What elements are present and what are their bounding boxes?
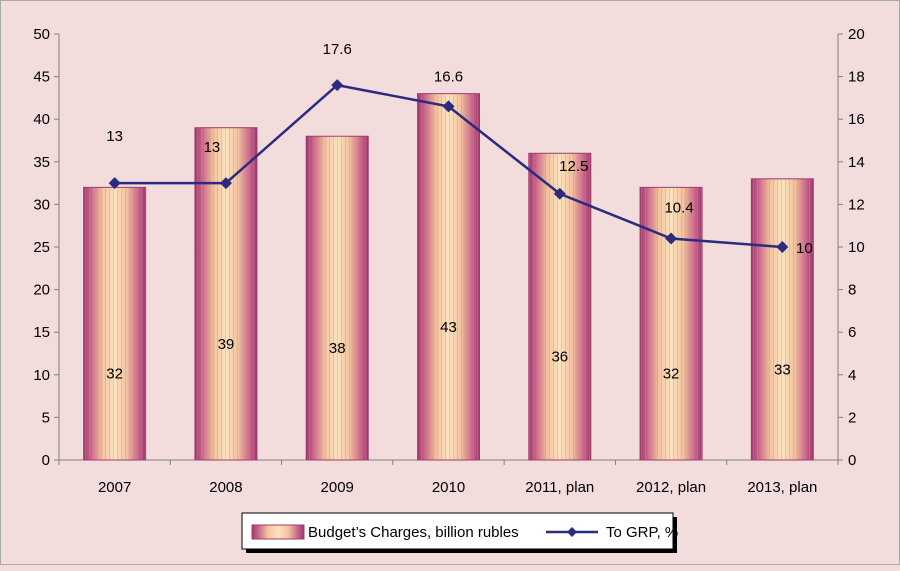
labels-layer: 32 39 38 43 36 32 33 13 13 17.6 16.6 12.5 10.4 10 xyxy=(106,41,812,383)
grp-marker xyxy=(219,177,232,190)
grp-marker xyxy=(665,232,678,245)
bars-layer xyxy=(83,93,814,461)
bar-texture xyxy=(83,187,146,461)
bar-value-label: 32 xyxy=(106,366,123,383)
grp-marker xyxy=(776,241,789,253)
legend-line-marker xyxy=(567,527,577,537)
left-axis-tick-label: 30 xyxy=(33,196,50,213)
x-axis-tick-label: 2007 xyxy=(98,479,131,496)
left-axis-tick-label: 35 xyxy=(33,154,50,171)
bar-texture xyxy=(528,153,591,460)
grp-value-label: 10 xyxy=(796,240,813,257)
legend-bar-label: Budget’s Charges, billion rubles xyxy=(308,524,519,541)
grp-value-label: 17.6 xyxy=(323,41,352,58)
x-axis-tick-label: 2010 xyxy=(432,479,465,496)
left-axis-tick-label: 45 xyxy=(33,69,50,86)
left-axis-tick-label: 0 xyxy=(42,452,50,469)
right-axis-tick-label: 2 xyxy=(848,409,856,426)
x-axis-tick-label: 2009 xyxy=(321,479,354,496)
left-axis-tick-label: 5 xyxy=(42,409,50,426)
grp-marker xyxy=(108,177,121,190)
right-axis-tick-label: 0 xyxy=(848,452,856,469)
right-axis-tick-label: 20 xyxy=(848,26,865,43)
left-axis-tick-label: 50 xyxy=(33,26,50,43)
x-axis-tick-label: 2012, plan xyxy=(636,479,706,496)
x-axis-tick-label: 2013, plan xyxy=(747,479,817,496)
bar-value-label: 33 xyxy=(774,361,791,378)
grp-value-label: 16.6 xyxy=(434,68,463,85)
right-axis-tick-label: 18 xyxy=(848,69,865,86)
left-axis-tick-label: 15 xyxy=(33,324,50,341)
right-axis-tick-label: 12 xyxy=(848,196,865,213)
bar-texture xyxy=(417,93,480,460)
bar-texture xyxy=(640,187,703,461)
bar-texture xyxy=(751,178,814,460)
axes-layer: 0 5 10 15 20 25 30 35 40 45 50 0 2 4 6 8 10 12 14 16 18 20 200… xyxy=(33,26,864,496)
legend-box xyxy=(241,512,674,550)
legend-line-label: To GRP, % xyxy=(606,524,678,541)
right-axis-tick-label: 6 xyxy=(848,324,856,341)
x-axis-tick-label: 2008 xyxy=(209,479,242,496)
left-axis-tick-label: 25 xyxy=(33,239,50,256)
legend-bar-swatch xyxy=(251,524,305,540)
right-axis-tick-label: 10 xyxy=(848,239,865,256)
grp-value-label: 13 xyxy=(204,139,221,156)
grp-value-label: 13 xyxy=(106,128,123,145)
grp-value-label: 10.4 xyxy=(664,199,693,216)
x-axis-tick-label: 2011, plan xyxy=(525,479,594,496)
right-axis-tick-label: 8 xyxy=(848,282,856,299)
bar-value-label: 39 xyxy=(218,336,235,353)
legend: Budget’s Charges, billion rubles To GRP, … xyxy=(241,512,678,553)
grp-marker xyxy=(553,187,566,200)
right-axis-tick-label: 14 xyxy=(848,154,865,171)
right-axis-tick-label: 4 xyxy=(848,367,856,384)
right-axis-tick-label: 16 xyxy=(848,111,865,128)
bar-value-label: 38 xyxy=(329,340,346,357)
grp-value-label: 12.5 xyxy=(559,158,588,175)
left-axis-tick-label: 20 xyxy=(33,282,50,299)
grp-marker xyxy=(331,79,344,92)
left-axis-tick-label: 40 xyxy=(33,111,50,128)
line-layer xyxy=(108,79,789,253)
bar-texture xyxy=(306,136,369,461)
bar-value-label: 36 xyxy=(551,349,568,366)
bar-value-label: 32 xyxy=(663,366,680,383)
bar-value-label: 43 xyxy=(440,319,457,336)
grp-marker xyxy=(442,100,455,113)
left-axis-tick-label: 10 xyxy=(33,367,50,384)
